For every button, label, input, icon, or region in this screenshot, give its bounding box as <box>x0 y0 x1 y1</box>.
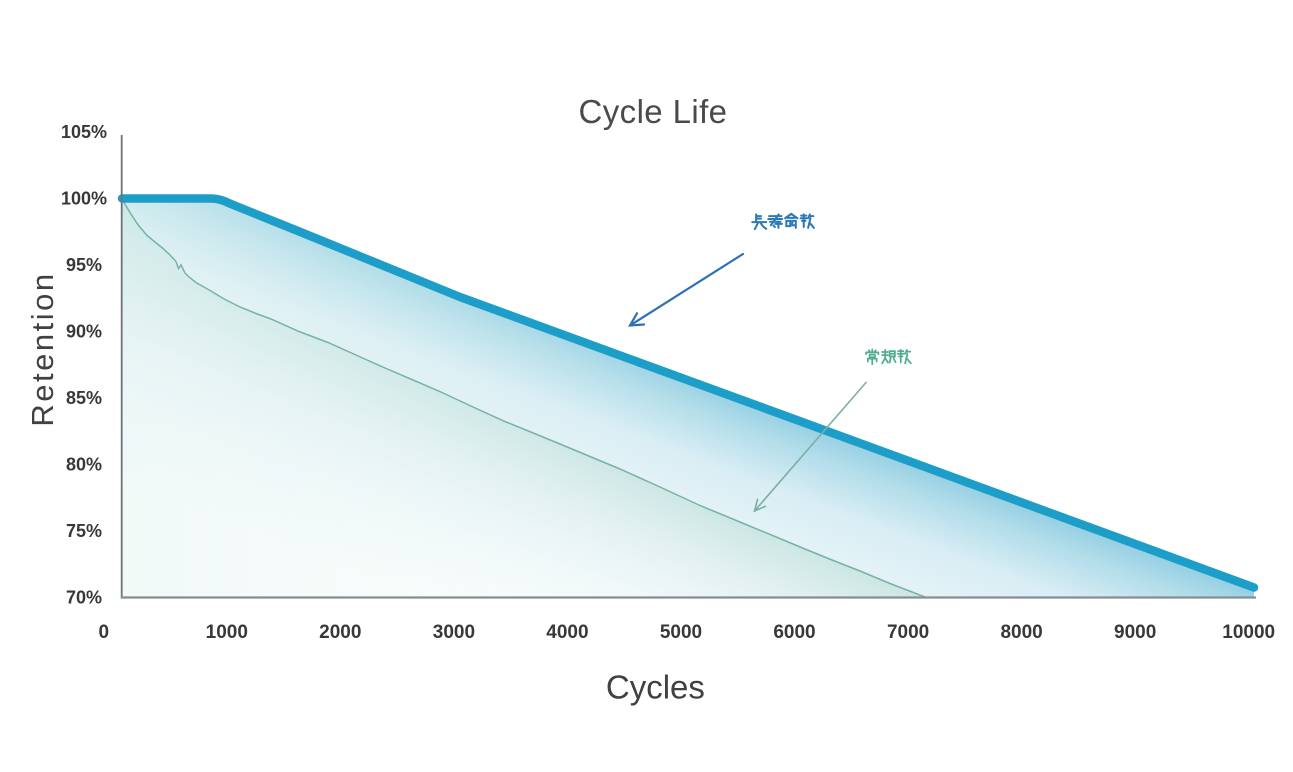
svg-text:105%: 105% <box>61 122 107 142</box>
svg-text:9000: 9000 <box>1114 622 1156 643</box>
svg-text:85%: 85% <box>66 388 102 408</box>
svg-text:2000: 2000 <box>319 622 361 643</box>
svg-text:6000: 6000 <box>773 622 815 643</box>
svg-text:100%: 100% <box>61 189 107 209</box>
svg-text:3000: 3000 <box>433 622 475 643</box>
svg-text:Cycle Life: Cycle Life <box>579 93 728 130</box>
svg-text:Cycles: Cycles <box>606 669 705 706</box>
svg-text:70%: 70% <box>66 587 102 607</box>
svg-text:5000: 5000 <box>660 622 702 643</box>
svg-text:75%: 75% <box>66 521 102 541</box>
svg-text:4000: 4000 <box>546 622 588 643</box>
svg-text:0: 0 <box>99 622 110 643</box>
svg-text:90%: 90% <box>66 322 102 342</box>
svg-text:Retention: Retention <box>25 271 60 426</box>
svg-text:95%: 95% <box>66 255 102 275</box>
svg-text:80%: 80% <box>66 454 102 474</box>
svg-text:8000: 8000 <box>1000 622 1042 643</box>
svg-text:7000: 7000 <box>887 622 929 643</box>
svg-text:1000: 1000 <box>206 622 248 643</box>
svg-text:10000: 10000 <box>1222 622 1275 643</box>
